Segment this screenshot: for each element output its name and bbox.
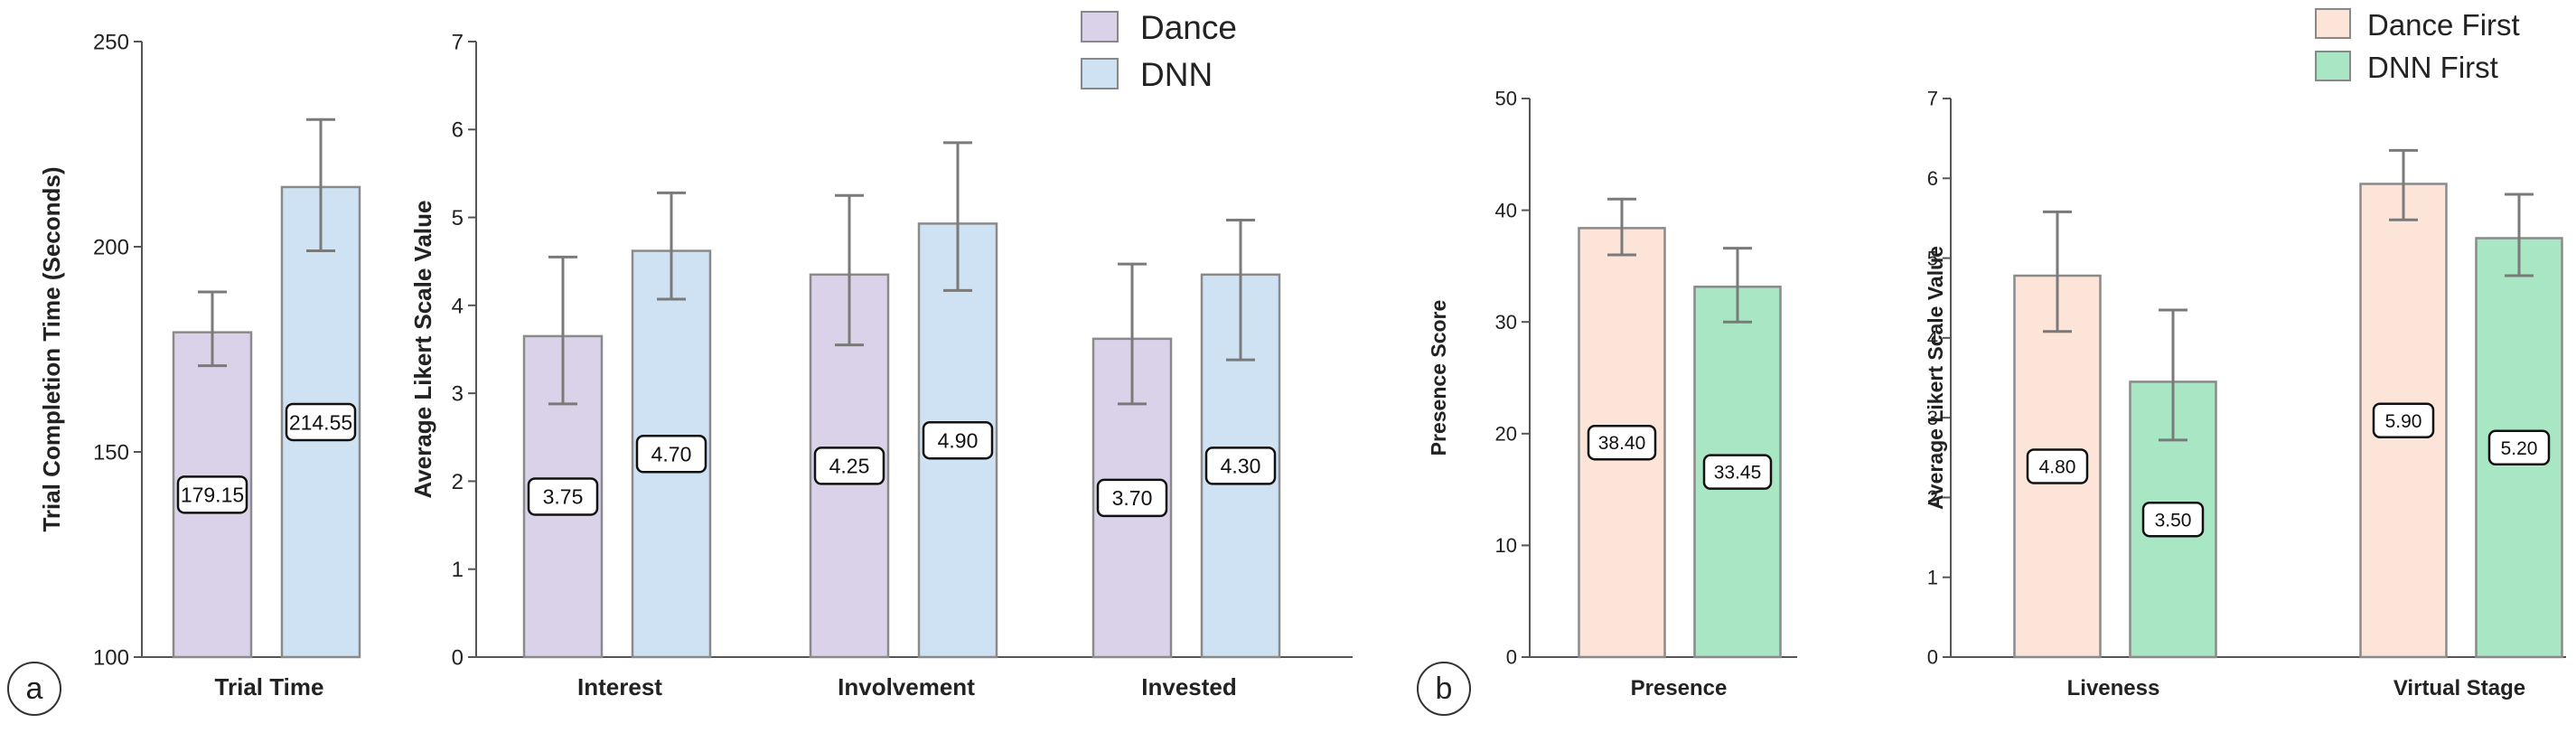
value-label-box [1096, 478, 1168, 518]
y-tick-label: 100 [93, 645, 129, 670]
legend-a: Dance DNN [1081, 9, 1237, 93]
legend-label-dnn-first: DNN First [2367, 51, 2498, 84]
y-tick-label: 0 [1927, 646, 1938, 669]
y-tick-label: 30 [1495, 311, 1517, 334]
value-label: 179.15 [181, 484, 244, 507]
value-label: 5.20 [2501, 438, 2538, 459]
y-axis-label: Trial Completion Time (Seconds) [38, 166, 65, 531]
chart-1: 0 1 2 3 4 5 6 7 Average Likert Scale Value Intere… [409, 30, 1353, 700]
value-label-box [1204, 446, 1277, 485]
value-label: 4.30 [1221, 455, 1261, 478]
value-label: 38.40 [1598, 433, 1646, 454]
legend-label-dnn: DNN [1140, 56, 1213, 93]
y-tick-label: 0 [1506, 646, 1517, 669]
legend-swatch-dnn [1081, 58, 1119, 89]
panel-label-a-text: a [26, 672, 43, 706]
value-label: 4.25 [829, 455, 870, 478]
y-tick-label: 4 [1927, 327, 1938, 350]
y-tick-label: 2 [452, 470, 464, 494]
value-label: 4.80 [2039, 457, 2076, 478]
value-label: 33.45 [1714, 463, 1762, 484]
category-label: Interest [577, 673, 662, 700]
y-tick-label: 40 [1495, 199, 1517, 221]
value-label-box [176, 475, 248, 514]
category-label: Involvement [838, 673, 975, 700]
y-tick-label: 5 [1927, 247, 1938, 269]
value-label: 3.75 [543, 485, 584, 509]
category-label: Trial Time [215, 673, 324, 700]
value-label-box [813, 446, 885, 485]
y-tick-label: 250 [93, 30, 129, 54]
legend-b: Dance First DNN First [2315, 8, 2520, 84]
y-tick-label: 6 [1927, 167, 1938, 190]
value-label-box [2026, 448, 2089, 484]
y-tick-label: 6 [452, 118, 464, 143]
y-axis-label: Average Likert Scale Value [409, 200, 436, 498]
value-label-box [1587, 424, 1657, 461]
y-tick-label: 2 [1927, 486, 1938, 509]
value-label: 4.90 [938, 428, 979, 452]
value-label-box [635, 435, 707, 474]
value-label-box [2141, 501, 2205, 538]
panel-label-b-text: b [1436, 672, 1453, 706]
category-label: Liveness [2067, 676, 2160, 700]
y-tick-label: 50 [1495, 88, 1517, 110]
legend-swatch-dnn-first [2315, 51, 2351, 81]
y-tick-label: 20 [1495, 423, 1517, 446]
value-label-box [922, 420, 994, 460]
value-label-box [2487, 429, 2551, 465]
y-tick-label: 3 [1927, 407, 1938, 429]
y-axis-label: Presence Score [1427, 300, 1450, 456]
panel-label-b: b [1417, 662, 1471, 716]
y-tick-label: 7 [452, 30, 464, 54]
y-tick-label: 200 [93, 235, 129, 259]
legend-label-dance-first: Dance First [2367, 8, 2520, 42]
value-label-box [285, 402, 357, 442]
legend-swatch-dance [1081, 11, 1119, 42]
value-label: 5.90 [2385, 411, 2422, 432]
panel-label-a: a [7, 662, 61, 716]
value-label: 3.70 [1112, 486, 1153, 510]
value-label-box [1702, 454, 1773, 490]
value-label-box [527, 477, 599, 516]
y-tick-label: 1 [452, 558, 464, 582]
value-label: 3.50 [2155, 510, 2192, 531]
y-tick-label: 0 [452, 645, 464, 670]
y-axis-label: Average Likert Scale Value [1924, 246, 1947, 510]
y-tick-label: 7 [1927, 88, 1938, 110]
legend-label-dance: Dance [1140, 9, 1237, 46]
value-label-box [2372, 402, 2435, 438]
category-label: Virtual Stage [2393, 676, 2525, 700]
chart-2: 0 10 20 30 40 50 Presence Score Presence 38.40 33… [1427, 88, 1797, 700]
y-tick-label: 5 [452, 206, 464, 230]
value-label: 4.70 [651, 443, 692, 466]
legend-swatch-dance-first [2315, 8, 2351, 39]
chart-3: 0 1 2 3 4 5 6 7 Average Likert Scale Value Livene… [1924, 88, 2566, 700]
y-tick-label: 1 [1927, 566, 1938, 588]
category-label: Presence [1631, 676, 1728, 700]
category-label: Invested [1141, 673, 1237, 700]
value-label: 214.55 [289, 410, 352, 434]
y-tick-label: 150 [93, 440, 129, 465]
y-tick-label: 4 [452, 294, 464, 318]
y-tick-label: 3 [452, 382, 464, 407]
chart-0: 100 150 200 250 Trial Completion Time (Secon… [38, 30, 361, 700]
y-tick-label: 10 [1495, 534, 1517, 557]
